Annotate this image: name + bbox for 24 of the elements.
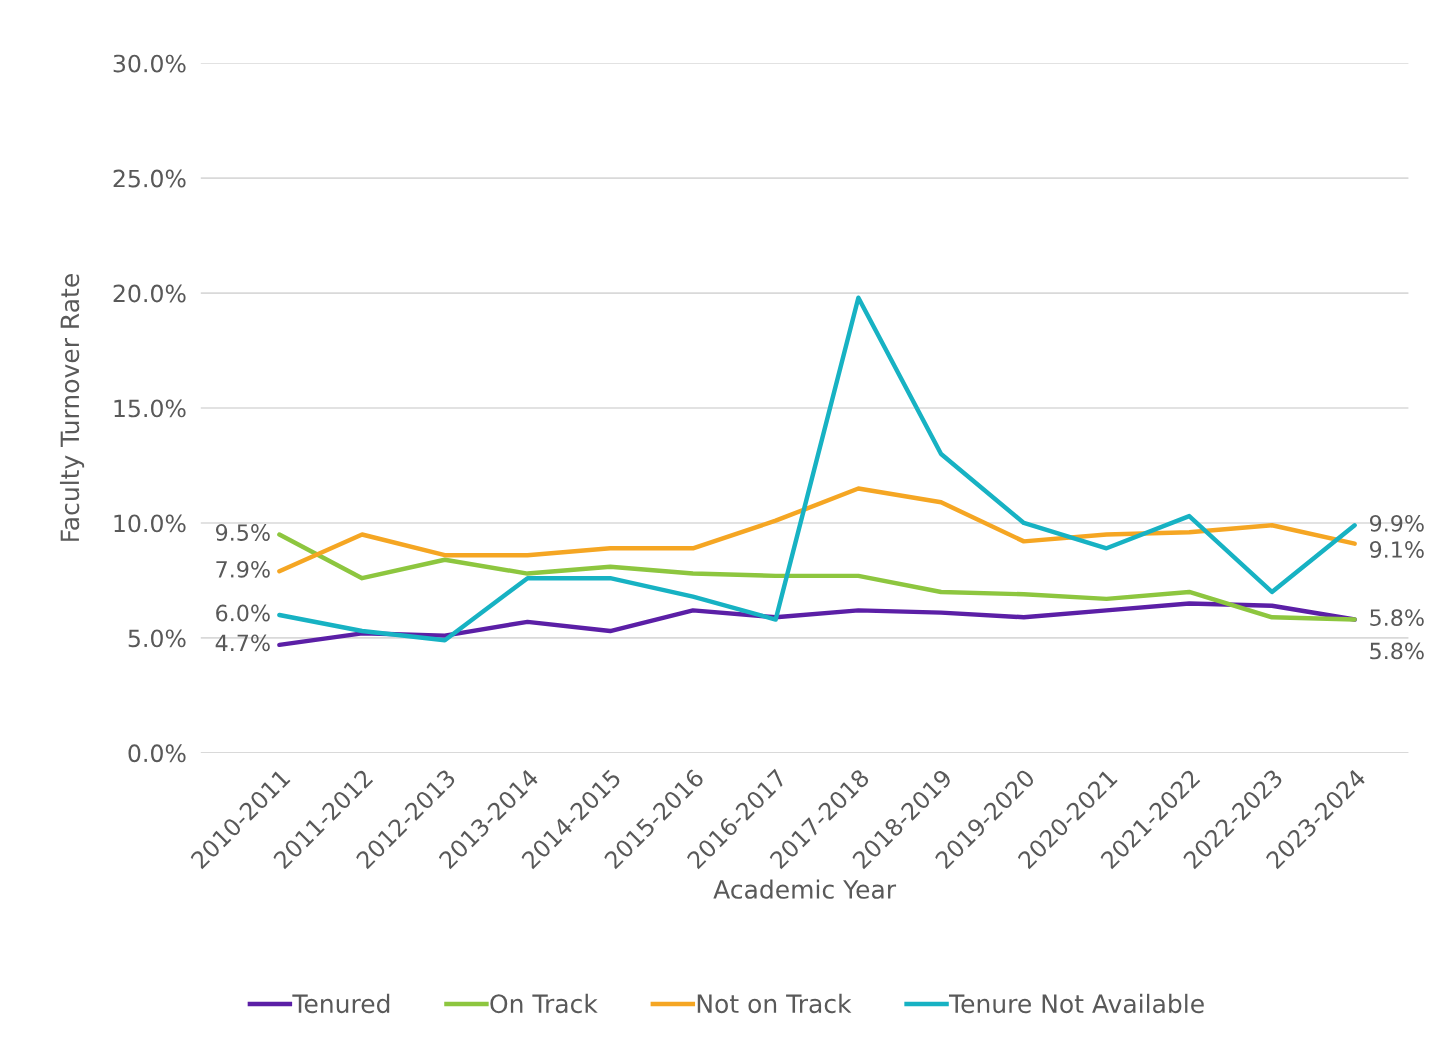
line-series bbox=[277, 295, 1357, 643]
line-series bbox=[277, 532, 1357, 622]
y-tick-label: 5.0% bbox=[128, 629, 186, 648]
y-axis-title: Faculty Turnover Rate bbox=[59, 274, 85, 541]
y-tick-label: 30.0% bbox=[113, 54, 186, 73]
data-label: 9.1% bbox=[1369, 541, 1424, 558]
data-label: 4.7% bbox=[215, 634, 270, 652]
legend-label: Tenured bbox=[292, 993, 390, 1014]
data-label: 9.9% bbox=[1369, 514, 1424, 532]
y-tick-label: 10.0% bbox=[114, 514, 186, 533]
x-axis-title: Academic Year bbox=[713, 879, 897, 899]
data-label: 5.8% bbox=[1370, 642, 1424, 660]
legend-label: On Track bbox=[490, 993, 598, 1014]
line-series bbox=[277, 486, 1357, 574]
data-label: 5.8% bbox=[1370, 609, 1424, 626]
legend-label: Not on Track bbox=[697, 993, 852, 1014]
data-label: 9.5% bbox=[215, 524, 270, 541]
y-tick-label: 15.0% bbox=[114, 399, 186, 418]
legend-label: Tenure Not Available bbox=[948, 993, 1204, 1014]
y-tick-label: 25.0% bbox=[113, 169, 186, 188]
data-label: 7.9% bbox=[216, 560, 270, 578]
data-label: 6.0% bbox=[216, 604, 270, 622]
y-tick-label: 0.0% bbox=[128, 744, 186, 763]
y-tick-label: 20.0% bbox=[113, 284, 186, 303]
